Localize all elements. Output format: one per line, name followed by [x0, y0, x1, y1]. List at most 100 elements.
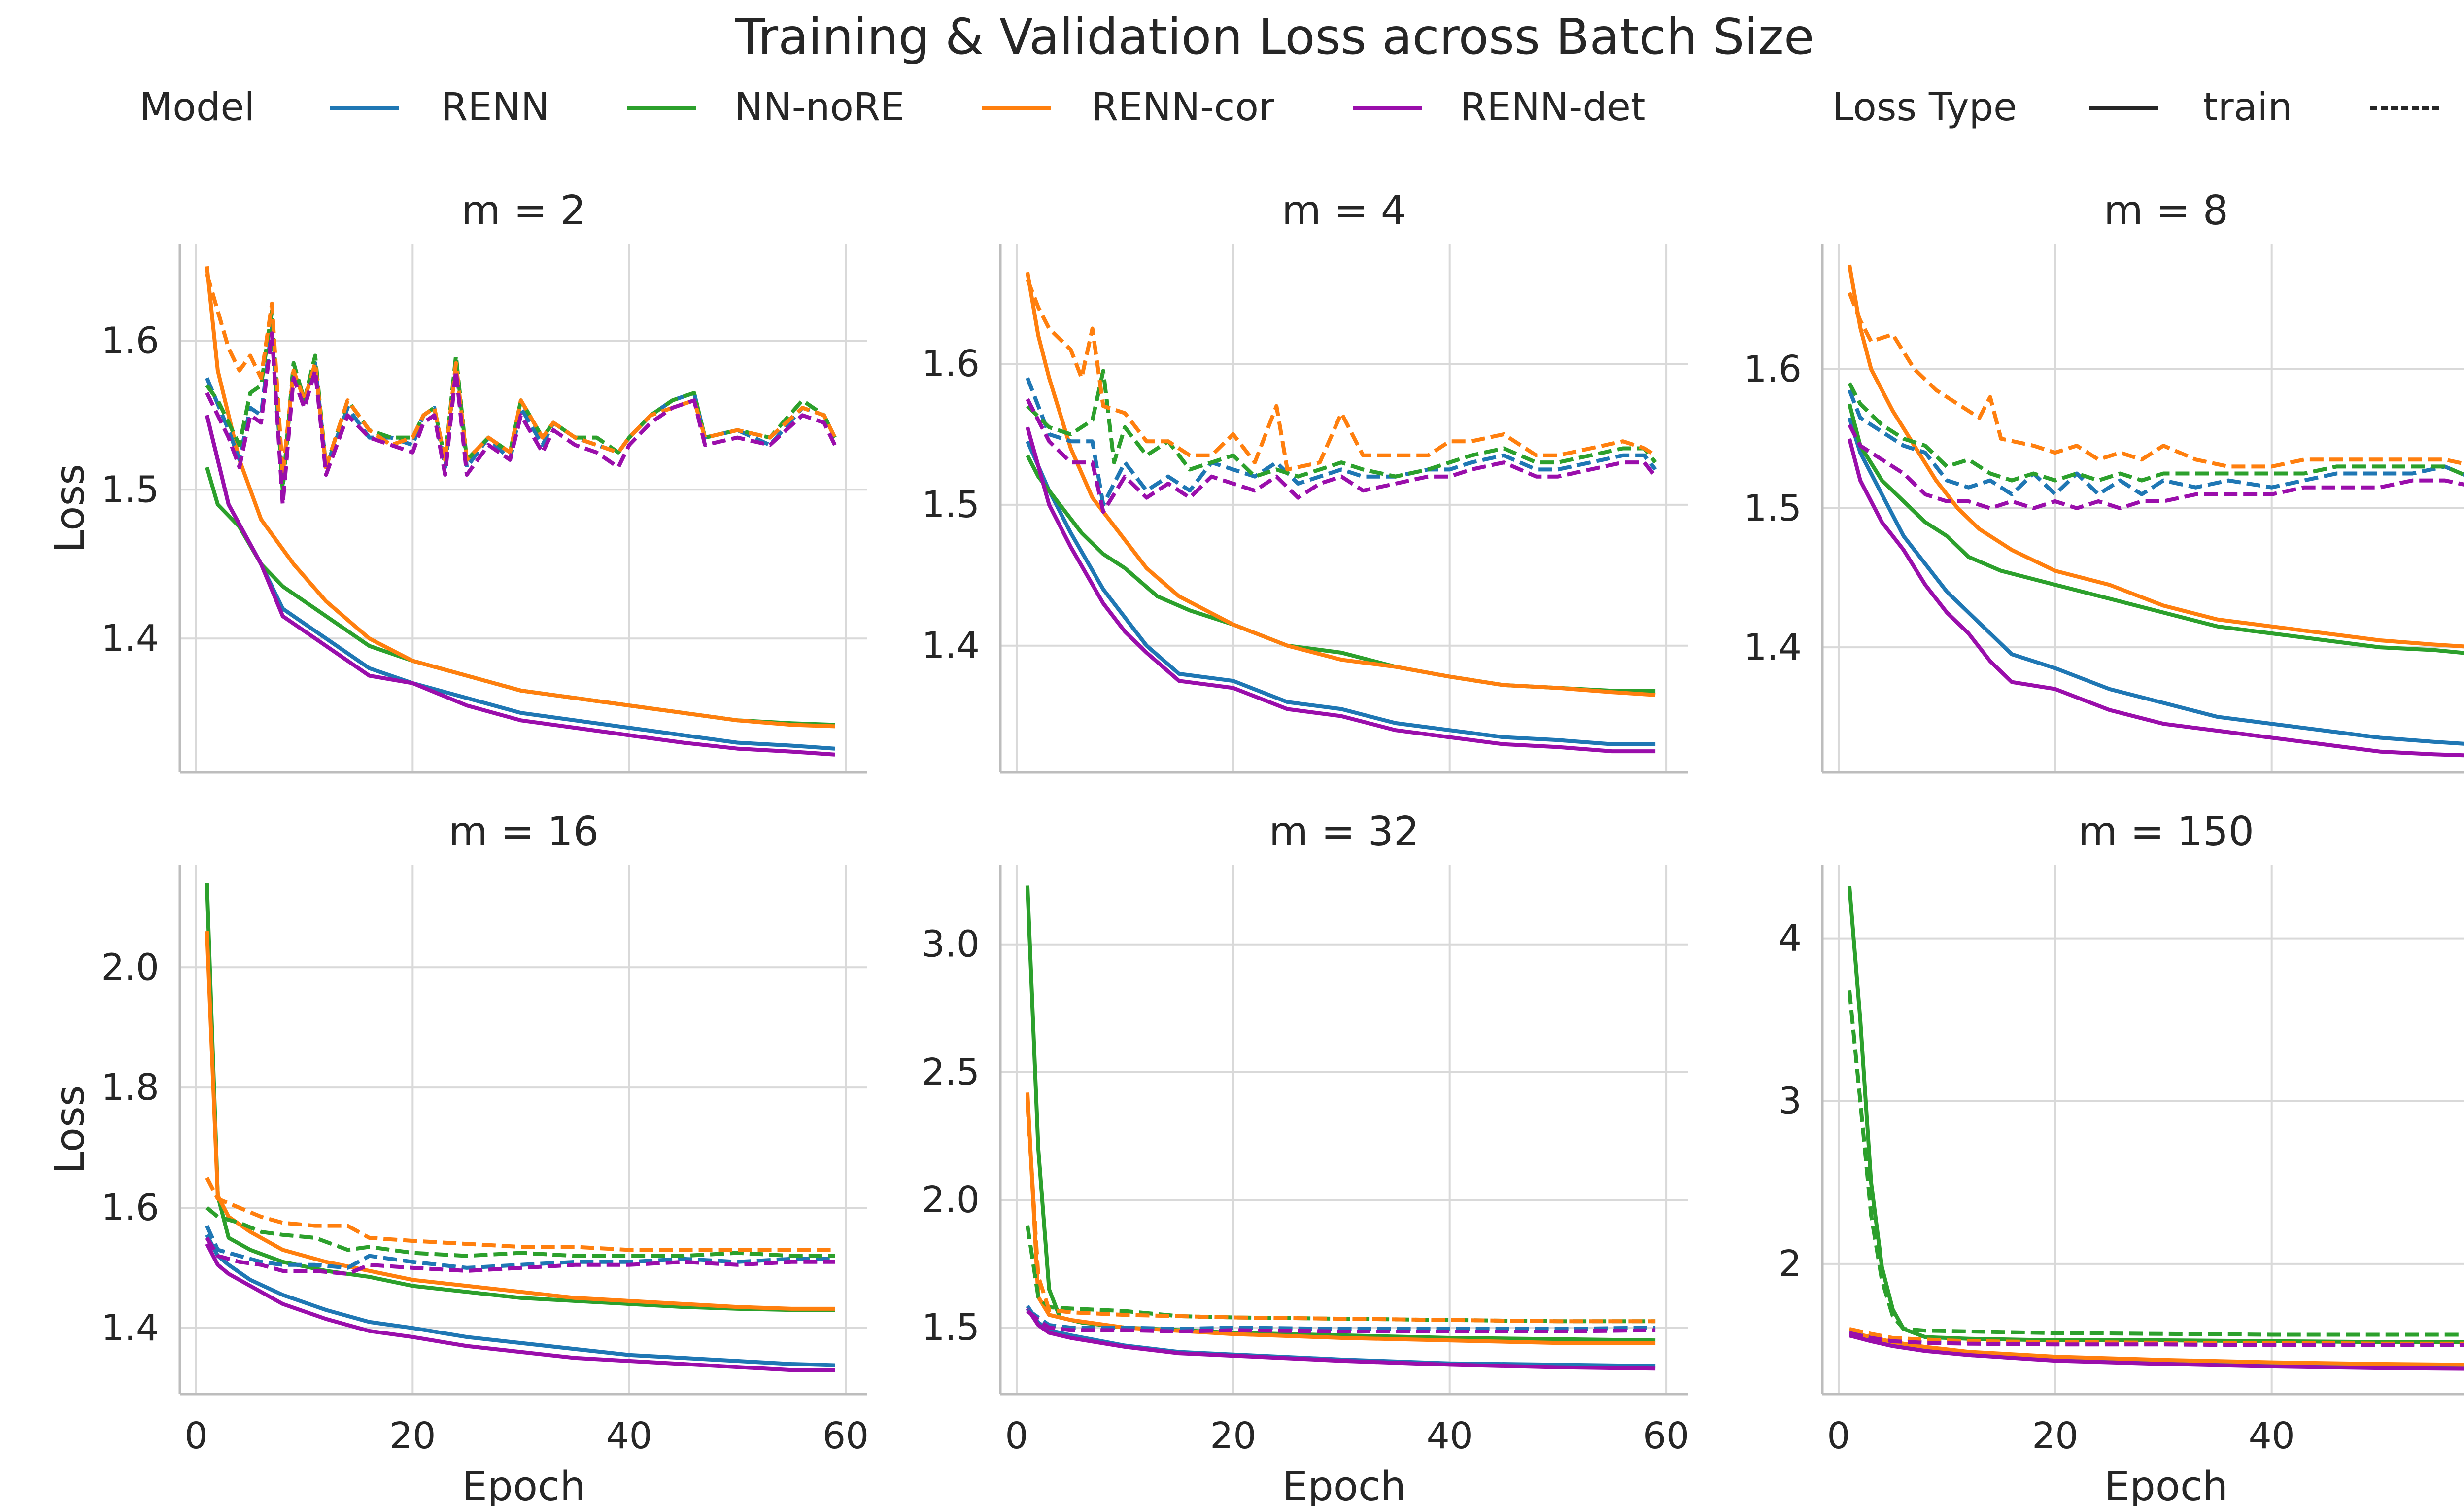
panel-m-2-title: m = 2 — [461, 187, 586, 234]
figure-title: Training & Validation Loss across Batch … — [735, 8, 1814, 66]
panel-m-16-line-nn-nore-val — [205, 1206, 835, 1258]
panel-m-32-ytick-label: 2.5 — [922, 1051, 980, 1093]
legend-label-train: train — [2203, 85, 2293, 130]
panel-m-16-ylabel: Loss — [47, 1086, 94, 1174]
panel-m-32-line-nn-nore-val — [1025, 1225, 1656, 1324]
panel-m-32-xtick-label: 0 — [1005, 1415, 1028, 1457]
panel-m-4-line-nn-nore-val — [1026, 369, 1657, 479]
panel-m-16-ytick-label: 1.4 — [101, 1307, 159, 1349]
panel-m-32-line-renn-val — [1026, 1308, 1656, 1331]
panel-m-2: 1.4 1.5 1.6 m = 2 Loss — [47, 187, 867, 774]
panel-m-150-xlabel: Epoch — [2104, 1463, 2228, 1506]
panel-m-2-ylabel: Loss — [47, 464, 94, 553]
panel-m-2-ytick-label: 1.6 — [101, 319, 159, 362]
panel-m-32-ytick-label: 3.0 — [922, 923, 980, 966]
panel-m-150-xtick-label: 20 — [2032, 1415, 2078, 1457]
panel-m-32-xtick-label: 60 — [1643, 1415, 1689, 1457]
panel-m-32-line-nn-nore-train — [1025, 885, 1656, 1343]
panel-m-150-line-nn-nore-val — [1847, 990, 2464, 1337]
panel-m-16-xtick-label: 20 — [389, 1415, 436, 1457]
panel-m-8-ytick-label: 1.4 — [1744, 626, 1802, 668]
panel-m-16-line-nn-nore-train — [205, 883, 835, 1312]
panel-m-32-ytick-label: 2.0 — [922, 1179, 980, 1221]
panel-m-150-xtick-label: 0 — [1827, 1415, 1850, 1457]
legend: Model RENN NN-noRE RENN-cor RENN-det Los… — [0, 79, 2464, 138]
panel-m-2-ytick-label: 1.5 — [101, 468, 159, 511]
panel-m-8-title: m = 8 — [2104, 187, 2228, 234]
panel-m-4-line-renn-cor-train — [1025, 272, 1656, 697]
legend-swatch-renn-cor — [982, 106, 1051, 110]
panel-m-32-ytick-label: 1.5 — [922, 1306, 980, 1349]
panel-m-4-ytick-label: 1.4 — [922, 625, 980, 667]
panel-m-16-line-renn-val — [205, 1225, 835, 1270]
panel-m-8-line-renn-val — [1848, 389, 2464, 496]
panel-m-2-line-renn-train — [205, 415, 835, 751]
panel-m-4-ytick-label: 1.5 — [922, 484, 980, 526]
panel-m-16-line-renn-cor-val — [205, 1177, 835, 1252]
legend-swatch-renn-det — [1353, 106, 1422, 110]
panel-m-8-line-renn-det-val — [1848, 423, 2464, 510]
panel-m-4-line-renn-det-val — [1026, 398, 1657, 514]
legend-label-renn: RENN — [441, 85, 550, 130]
panel-m-32-xtick-label: 20 — [1210, 1415, 1256, 1457]
panel-m-8-ytick-label: 1.6 — [1744, 348, 1802, 390]
panel-m-16-xtick-label: 40 — [606, 1415, 652, 1457]
legend-label-nn-nore: NN-noRE — [734, 85, 905, 130]
panel-m-16-ytick-label: 2.0 — [101, 946, 159, 988]
panel-m-150-xtick-label: 40 — [2249, 1415, 2295, 1457]
panel-m-150-ytick-label: 2 — [1779, 1243, 1802, 1285]
panel-m-32-line-renn-det-train — [1026, 1307, 1656, 1371]
panel-m-32-line-renn-cor-val — [1025, 1102, 1656, 1324]
legend-label-renn-cor: RENN-cor — [1092, 85, 1274, 130]
panel-m-16-xtick-label: 0 — [184, 1415, 207, 1457]
panel-m-16-xtick-label: 60 — [822, 1415, 869, 1457]
panel-m-2-line-renn-det-val — [205, 331, 837, 507]
panel-m-16-title: m = 16 — [448, 808, 599, 855]
panel-m-32: 1.5 2.0 2.5 3.0 0 20 40 60 m = 32 Epoch — [922, 808, 1689, 1506]
panel-m-2-line-renn-cor-train — [205, 266, 835, 729]
panel-m-32-xlabel: Epoch — [1282, 1463, 1406, 1506]
panel-m-8-line-renn-cor-train — [1847, 264, 2464, 649]
panel-m-150-line-renn-det-val — [1849, 1331, 2464, 1347]
panel-m-32-title: m = 32 — [1269, 808, 1419, 855]
panel-m-32-line-renn-det-val — [1026, 1309, 1656, 1333]
panel-m-150-line-renn-cor-val — [1849, 1327, 2464, 1346]
legend-swatch-train — [2089, 106, 2158, 110]
panel-m-150-line-nn-nore-train — [1847, 886, 2464, 1344]
panel-m-4-line-nn-nore-train — [1026, 454, 1656, 693]
panel-m-4-ytick-label: 1.6 — [922, 343, 980, 385]
legend-swatch-renn — [330, 106, 399, 110]
legend-label-renn-det: RENN-det — [1460, 85, 1646, 130]
panel-m-32-line-renn-cor-train — [1025, 1092, 1656, 1345]
panel-m-8-line-renn-det-train — [1848, 438, 2464, 758]
panel-m-4-line-renn-det-train — [1026, 426, 1656, 754]
panel-m-16-line-renn-det-train — [205, 1243, 835, 1372]
panel-m-16-line-renn-det-val — [205, 1236, 835, 1276]
panel-m-150-title: m = 150 — [2078, 808, 2254, 855]
panel-m-8-line-nn-nore-val — [1848, 382, 2464, 483]
panel-m-16-ytick-label: 1.6 — [101, 1187, 159, 1229]
panel-m-2-line-renn-cor-val — [205, 273, 837, 477]
panel-m-16-line-renn-train — [205, 1234, 835, 1367]
legend-swatch-val — [2370, 106, 2439, 110]
panel-m-150-ytick-label: 3 — [1779, 1080, 1802, 1122]
panel-m-150-line-renn-det-train — [1848, 1333, 2464, 1371]
panel-m-2-line-nn-nore-train — [205, 466, 835, 727]
panel-m-4-line-renn-val — [1026, 377, 1657, 507]
panel-m-16-xlabel: Epoch — [462, 1463, 585, 1506]
panel-m-16-ytick-label: 1.8 — [101, 1066, 159, 1109]
panel-m-8-line-nn-nore-train — [1848, 403, 2464, 655]
panel-m-16: 1.4 1.6 1.8 2.0 0 20 40 60 m = 16 Epoch Loss — [47, 808, 869, 1506]
panel-m-150-ytick-label: 4 — [1779, 917, 1802, 960]
panel-m-8-line-renn-train — [1848, 417, 2464, 746]
panel-m-2-ytick-label: 1.4 — [101, 617, 159, 660]
panel-m-8-line-renn-cor-val — [1848, 292, 2464, 469]
panel-m-2-line-renn-det-train — [205, 415, 835, 757]
panel-m-32-xtick-label: 40 — [1427, 1415, 1473, 1457]
panel-m-16-line-renn-cor-train — [205, 931, 835, 1311]
panel-m-4: 1.4 1.5 1.6 m = 4 — [922, 187, 1688, 774]
panel-m-4-title: m = 4 — [1282, 187, 1406, 234]
panel-m-8: 1.4 1.5 1.6 m = 8 — [1744, 187, 2464, 774]
